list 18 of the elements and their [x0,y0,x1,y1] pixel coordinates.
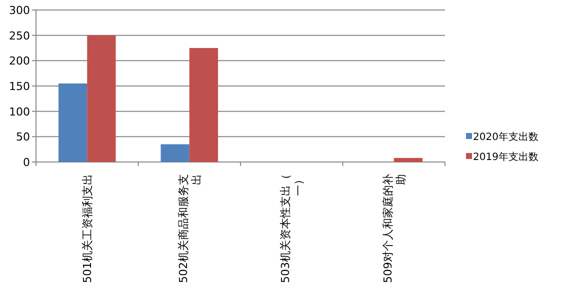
y-tick-label: 100 [9,105,30,118]
y-tick-label: 50 [16,130,30,144]
bar [58,83,88,162]
x-tick-label: 501机关工资福利支出 [81,174,94,283]
y-tick-label: 250 [9,29,30,42]
x-tick-label: 509对个人和家庭的补助 [381,174,408,283]
y-tick-label: 0 [23,156,30,169]
x-tick-label: 503机关资本性支出（一） [279,174,306,283]
bar [394,158,423,162]
y-tick-label: 300 [9,4,30,17]
y-tick-label: 150 [9,80,30,93]
x-tick-label: 502机关商品和服务支出 [176,174,203,283]
bar [189,48,218,162]
legend-label: 2019年支出数 [473,151,538,163]
y-tick-label: 200 [9,54,30,68]
bar [87,35,116,162]
legend-label: 2020年支出数 [473,131,538,143]
bar [160,144,190,162]
